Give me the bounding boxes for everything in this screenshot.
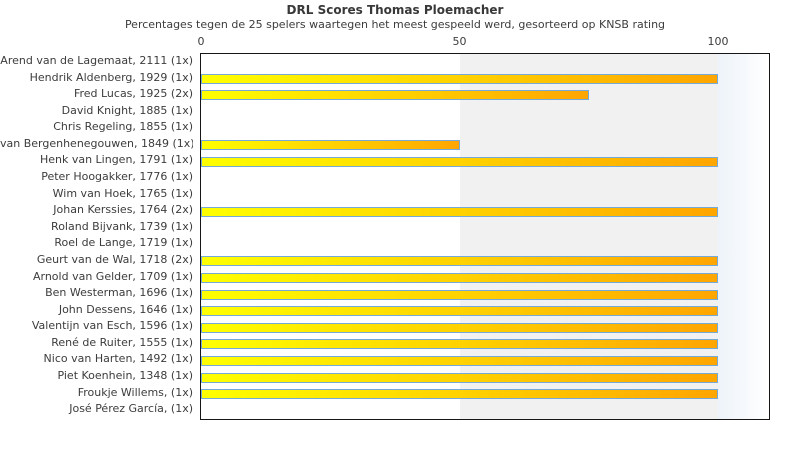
bar	[201, 140, 460, 151]
x-tick-label: 50	[452, 35, 467, 48]
bar	[201, 206, 718, 217]
bar	[201, 306, 718, 317]
background-band-beyond-100	[718, 54, 769, 419]
y-axis-label: Henk van Lingen, 1791 (1x)	[39, 153, 193, 167]
y-axis-label: van Bergenhenegouwen, 1849 (1x)	[0, 136, 193, 150]
y-axis-label: David Knight, 1885 (1x)	[61, 103, 193, 117]
y-axis-label: Arend van de Lagemaat, 2111 (1x)	[0, 54, 193, 67]
y-axis-label: José Pérez García, (1x)	[69, 402, 193, 416]
y-axis-label: Piet Koenhein, 1348 (1x)	[57, 368, 193, 382]
bar	[201, 289, 718, 300]
y-axis-label: Arnold van Gelder, 1709 (1x)	[32, 269, 193, 283]
bar	[201, 73, 718, 84]
bar	[201, 355, 718, 366]
bar	[201, 389, 718, 400]
y-axis-labels: Arend van de Lagemaat, 2111 (1x) Hendrik …	[0, 53, 193, 418]
x-axis: 0 50 100	[197, 35, 769, 49]
y-axis-label: Johan Kerssies, 1764 (2x)	[53, 203, 193, 217]
chart-title: DRL Scores Thomas Ploemacher	[286, 3, 504, 17]
x-tick-label: 0	[197, 35, 205, 48]
y-axis-label: Valentijn van Esch, 1596 (1x)	[31, 319, 193, 333]
plot-area	[200, 53, 770, 420]
y-axis-label: Wim van Hoek, 1765 (1x)	[52, 186, 193, 200]
y-axis-label: René de Ruiter, 1555 (1x)	[51, 335, 193, 349]
bar	[201, 90, 589, 101]
bar	[201, 322, 718, 333]
y-axis-label: Geurt van de Wal, 1718 (2x)	[36, 252, 193, 266]
bar	[201, 372, 718, 383]
y-axis-label: Chris Regeling, 1855 (1x)	[53, 120, 193, 134]
y-axis-label: Hendrik Aldenberg, 1929 (1x)	[29, 70, 193, 84]
y-axis-label: Peter Hoogakker, 1776 (1x)	[41, 170, 193, 184]
y-axis-label: Froukje Willems, (1x)	[77, 385, 193, 399]
bar	[201, 339, 718, 350]
bar	[201, 256, 718, 267]
y-axis-label: Roland Bijvank, 1739 (1x)	[51, 219, 193, 233]
y-axis-label: Roel de Lange, 1719 (1x)	[54, 236, 193, 250]
bar	[201, 156, 718, 167]
bar	[201, 272, 718, 283]
x-tick-label: 100	[707, 35, 729, 48]
y-axis-label: Nico van Harten, 1492 (1x)	[43, 352, 193, 366]
y-axis-label: Ben Westerman, 1696 (1x)	[45, 286, 193, 300]
y-axis-label: John Dessens, 1646 (1x)	[58, 302, 193, 316]
y-axis-label: Fred Lucas, 1925 (2x)	[73, 87, 193, 101]
chart-subtitle: Percentages tegen de 25 spelers waartege…	[124, 18, 666, 31]
